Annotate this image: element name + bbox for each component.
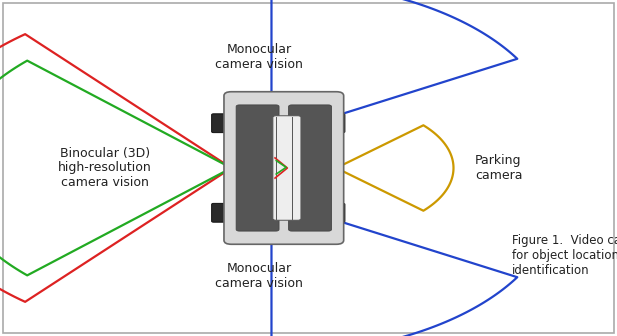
FancyBboxPatch shape bbox=[224, 92, 344, 244]
FancyBboxPatch shape bbox=[273, 116, 301, 220]
FancyBboxPatch shape bbox=[212, 114, 226, 133]
FancyBboxPatch shape bbox=[330, 203, 345, 222]
FancyBboxPatch shape bbox=[212, 203, 226, 222]
Text: Monocular
camera vision: Monocular camera vision bbox=[215, 43, 303, 71]
FancyBboxPatch shape bbox=[289, 105, 331, 231]
FancyBboxPatch shape bbox=[330, 114, 345, 133]
FancyBboxPatch shape bbox=[236, 105, 279, 231]
Text: Binocular (3D)
high-resolution
camera vision: Binocular (3D) high-resolution camera vi… bbox=[58, 146, 152, 190]
Text: Parking
camera: Parking camera bbox=[475, 154, 523, 182]
Text: Figure 1.  Video cameras
for object location and
identification: Figure 1. Video cameras for object locat… bbox=[512, 234, 617, 277]
Text: Monocular
camera vision: Monocular camera vision bbox=[215, 261, 303, 290]
